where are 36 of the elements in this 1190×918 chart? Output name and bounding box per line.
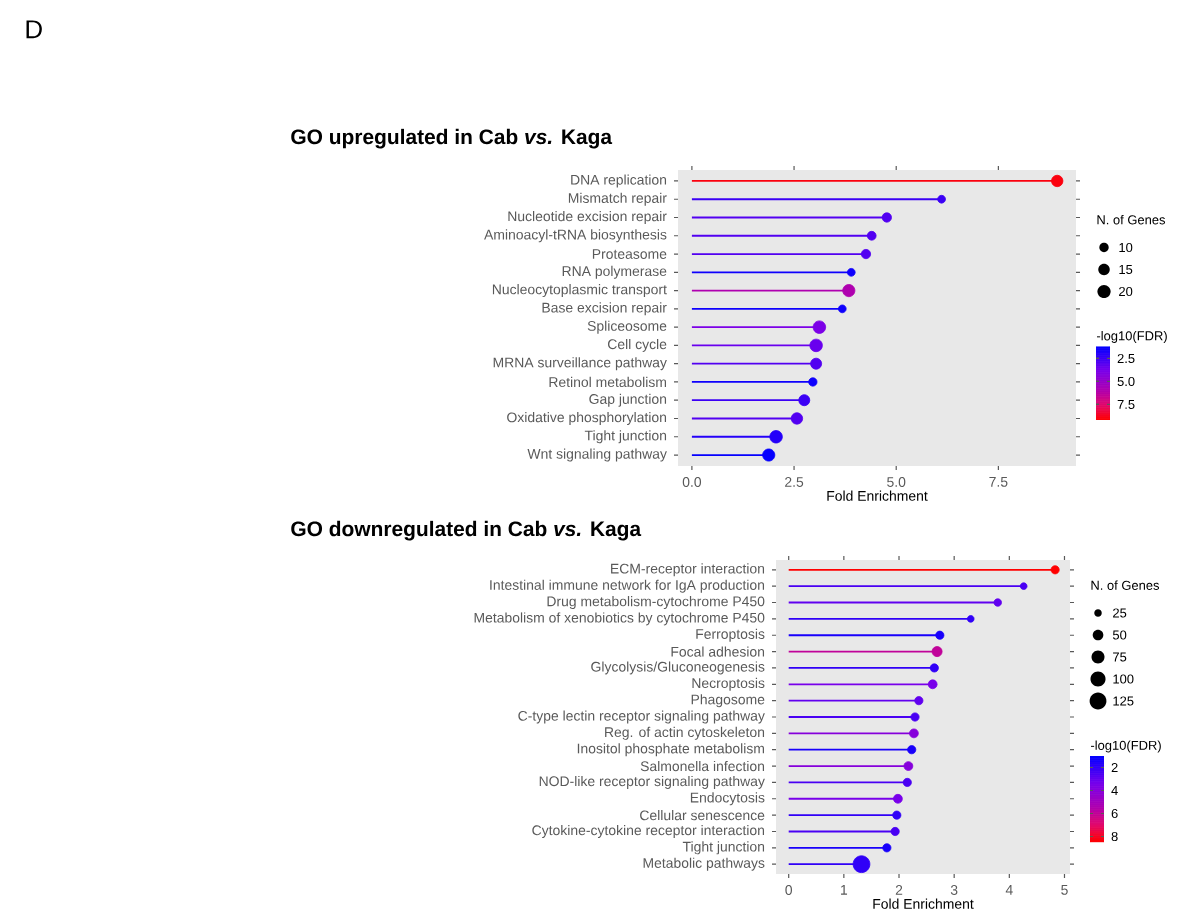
point — [837, 304, 847, 314]
point — [798, 394, 811, 407]
point — [881, 212, 892, 223]
point — [935, 630, 945, 640]
point — [860, 248, 872, 260]
point — [893, 793, 903, 804]
point — [1019, 582, 1028, 590]
point — [809, 338, 823, 353]
point — [927, 679, 938, 690]
point — [903, 761, 914, 771]
point — [914, 696, 924, 706]
point — [769, 430, 783, 444]
point — [910, 712, 920, 722]
point — [890, 826, 900, 836]
point — [842, 284, 856, 298]
point — [1050, 565, 1060, 575]
text: D — [26, 20, 42, 39]
point — [812, 320, 827, 334]
point — [907, 745, 917, 755]
point — [902, 777, 912, 787]
point — [1051, 174, 1064, 188]
point — [892, 810, 902, 820]
point — [790, 412, 804, 425]
point — [810, 357, 823, 370]
point — [866, 230, 877, 241]
point — [931, 646, 943, 658]
point — [909, 728, 919, 739]
point — [966, 615, 975, 623]
point — [808, 377, 818, 387]
point — [882, 843, 892, 853]
point — [937, 194, 946, 204]
point — [929, 663, 939, 673]
text: GO downregulated in Cab vs. Kaga — [291, 520, 642, 541]
point — [993, 598, 1002, 607]
text: GO upregulated in Cab vs. Kaga — [291, 128, 613, 149]
point — [762, 448, 776, 462]
